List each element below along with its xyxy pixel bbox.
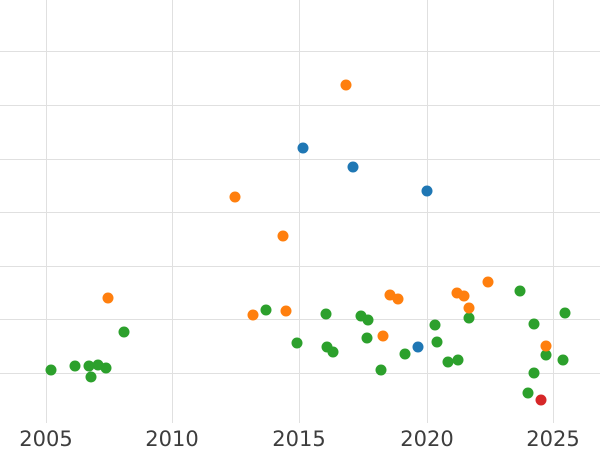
data-point-green [463, 312, 475, 324]
data-point-orange [451, 287, 463, 299]
data-point-green [528, 318, 540, 330]
horizontal-gridline [0, 265, 600, 267]
data-point-orange [463, 302, 475, 314]
data-point-green [83, 360, 95, 372]
data-point-orange [280, 305, 292, 317]
data-point-orange [340, 79, 352, 91]
data-point-green [528, 367, 540, 379]
data-point-green [375, 364, 387, 376]
data-point-green [321, 341, 333, 353]
data-point-green [442, 356, 454, 368]
data-point-blue [421, 185, 433, 197]
data-point-green [92, 359, 104, 371]
data-point-green [559, 307, 571, 319]
data-point-orange [540, 340, 552, 352]
data-point-blue [412, 341, 424, 353]
data-point-green [45, 364, 57, 376]
horizontal-gridline [0, 158, 600, 160]
data-point-green [452, 354, 464, 366]
data-point-green [327, 346, 339, 358]
data-point-blue [297, 142, 309, 154]
data-point-orange [277, 230, 289, 242]
data-point-orange [384, 289, 396, 301]
data-point-green [431, 336, 443, 348]
horizontal-gridline [0, 318, 600, 320]
x-tick-label: 2015 [272, 427, 326, 450]
data-point-orange [102, 292, 114, 304]
data-point-green [429, 319, 441, 331]
data-point-green [100, 362, 112, 374]
data-point-green [522, 387, 534, 399]
data-point-green [399, 348, 411, 360]
data-point-orange [392, 293, 404, 305]
data-point-green [361, 332, 373, 344]
data-point-red [535, 394, 547, 406]
data-point-green [514, 285, 526, 297]
data-point-green [362, 314, 374, 326]
data-point-orange [247, 309, 259, 321]
horizontal-gridline [0, 104, 600, 106]
x-tick-label: 2010 [145, 427, 199, 450]
horizontal-gridline [0, 211, 600, 213]
data-point-blue [347, 161, 359, 173]
x-tick-label: 2020 [400, 427, 454, 450]
data-point-green [118, 326, 130, 338]
data-point-green [540, 349, 552, 361]
data-point-green [260, 304, 272, 316]
data-point-green [85, 371, 97, 383]
x-tick-label: 2025 [526, 427, 580, 450]
data-point-green [69, 360, 81, 372]
data-point-green [291, 337, 303, 349]
horizontal-gridline [0, 372, 600, 374]
x-tick-label: 2005 [19, 427, 73, 450]
data-point-green [355, 310, 367, 322]
data-point-green [320, 308, 332, 320]
data-point-orange [482, 276, 494, 288]
data-point-orange [458, 290, 470, 302]
data-point-orange [229, 191, 241, 203]
horizontal-gridline [0, 50, 600, 52]
data-point-green [557, 354, 569, 366]
data-point-orange [377, 330, 389, 342]
